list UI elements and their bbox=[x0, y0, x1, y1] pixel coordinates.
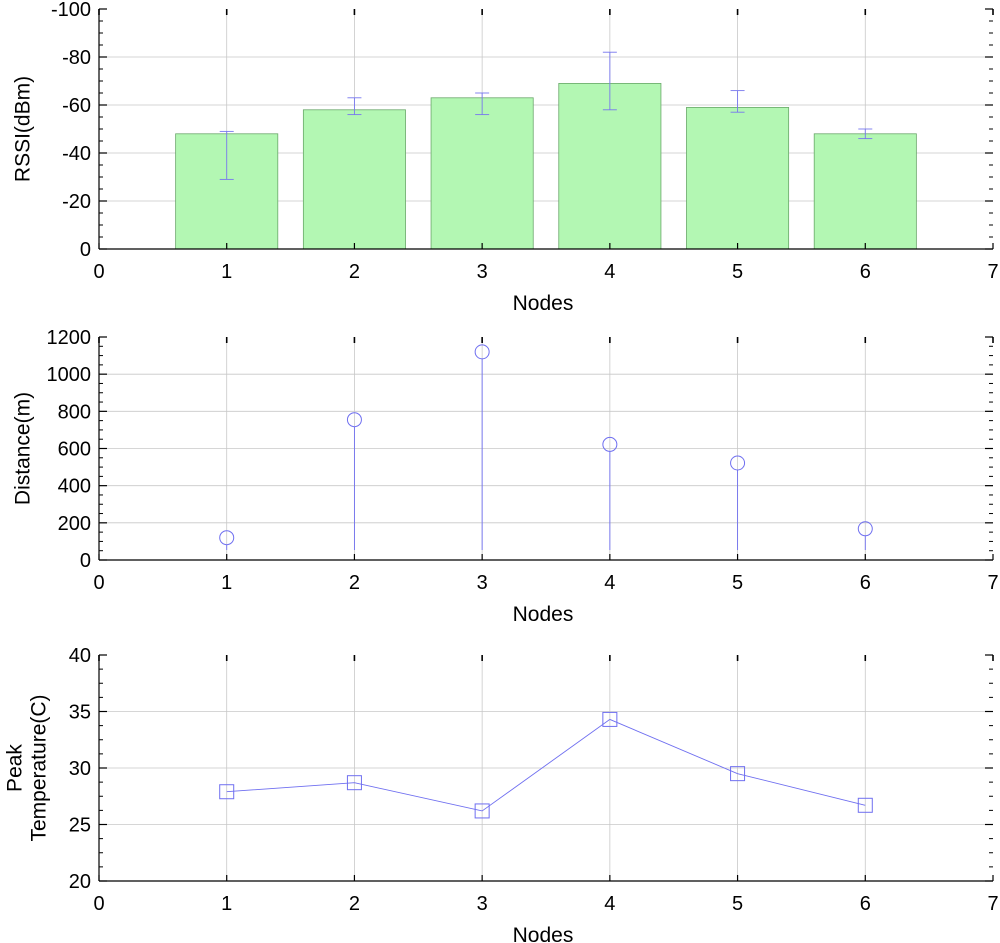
x-tick-label: 3 bbox=[477, 572, 488, 594]
y-tick-label: 25 bbox=[69, 815, 91, 837]
x-tick-label: 6 bbox=[860, 893, 871, 915]
x-tick-label: 1 bbox=[221, 261, 232, 283]
marker-node-6 bbox=[857, 521, 873, 537]
x-tick-label: 7 bbox=[987, 893, 998, 915]
x-tick-label: 1 bbox=[221, 572, 232, 594]
y-tick-label: 0 bbox=[80, 550, 91, 572]
y-tick-label: 30 bbox=[69, 758, 91, 780]
marker-node-3 bbox=[474, 344, 490, 360]
x-axis-label: Nodes bbox=[513, 924, 574, 943]
x-tick-label: 1 bbox=[221, 893, 232, 915]
peak-temperature-line-chart: 0 1 2 3 4 5 6 7 20 25 30 35 40 Nodes Peak Temperature(C… bbox=[3, 645, 998, 943]
bar-node-4 bbox=[558, 83, 662, 250]
x-tick-label: 2 bbox=[349, 893, 360, 915]
bar-node-6 bbox=[813, 133, 917, 250]
y-tick-label: 20 bbox=[69, 871, 91, 893]
y-tick-label: 35 bbox=[69, 702, 91, 724]
marker-node-1 bbox=[219, 784, 235, 800]
y-tick-label: -60 bbox=[62, 95, 91, 117]
temperature-line bbox=[226, 718, 866, 812]
x-tick-label: 0 bbox=[93, 261, 104, 283]
marker-node-4 bbox=[602, 436, 618, 452]
marker-node-5 bbox=[730, 766, 746, 782]
x-tick-label: 5 bbox=[732, 572, 743, 594]
y-tick-label: 600 bbox=[58, 439, 91, 461]
x-tick-label: 7 bbox=[987, 261, 998, 283]
marker-node-6 bbox=[857, 797, 873, 813]
x-tick-label: 4 bbox=[604, 572, 615, 594]
rssi-bar-chart: 0 1 2 3 4 5 6 7 0 -20 -40 -60 -80 -100 Nodes RSSI(dBm) bbox=[11, 0, 998, 315]
x-tick-label: 7 bbox=[987, 572, 998, 594]
x-tick-label: 4 bbox=[604, 261, 615, 283]
x-tick-label: 3 bbox=[477, 261, 488, 283]
x-tick-label: 0 bbox=[93, 572, 104, 594]
bar-node-5 bbox=[686, 107, 790, 250]
y-tick-label: 0 bbox=[80, 239, 91, 261]
x-tick-label: 4 bbox=[604, 893, 615, 915]
x-tick-label: 5 bbox=[732, 893, 743, 915]
marker-node-1 bbox=[219, 530, 235, 546]
y-tick-label: 1000 bbox=[47, 364, 92, 386]
y-tick-label: -100 bbox=[51, 0, 91, 21]
y-tick-label: 200 bbox=[58, 513, 91, 535]
x-tick-label: 5 bbox=[732, 261, 743, 283]
bar-node-3 bbox=[430, 97, 534, 250]
marker-node-2 bbox=[346, 412, 362, 428]
x-tick-label: 2 bbox=[349, 261, 360, 283]
y-tick-label: -20 bbox=[62, 191, 91, 213]
y-tick-label: 1200 bbox=[47, 327, 92, 349]
bar-node-2 bbox=[302, 109, 406, 250]
x-tick-label: 6 bbox=[860, 261, 871, 283]
y-tick-label: -40 bbox=[62, 143, 91, 165]
y-tick-label: 40 bbox=[69, 645, 91, 667]
y-axis-label: RSSI(dBm) bbox=[11, 76, 34, 182]
marker-node-3 bbox=[474, 803, 490, 819]
marker-node-5 bbox=[730, 455, 746, 471]
x-tick-label: 0 bbox=[93, 893, 104, 915]
y-axis-label: Distance(m) bbox=[11, 392, 34, 505]
y-tick-label: 400 bbox=[58, 476, 91, 498]
y-tick-label: -80 bbox=[62, 47, 91, 69]
y-axis-label-line-1: Peak bbox=[3, 744, 26, 792]
x-tick-label: 3 bbox=[477, 893, 488, 915]
y-axis-label-line-2: Temperature(C) bbox=[27, 694, 50, 841]
x-axis-label: Nodes bbox=[513, 292, 574, 315]
x-axis-label: Nodes bbox=[513, 603, 574, 626]
distance-stem-chart: 0 1 2 3 4 5 6 7 0 200 400 600 800 1000 1200 Nodes Distan… bbox=[11, 327, 998, 626]
x-tick-label: 2 bbox=[349, 572, 360, 594]
marker-node-2 bbox=[346, 775, 362, 791]
y-tick-label: 800 bbox=[58, 401, 91, 423]
x-tick-label: 6 bbox=[860, 572, 871, 594]
marker-node-4 bbox=[602, 711, 618, 727]
